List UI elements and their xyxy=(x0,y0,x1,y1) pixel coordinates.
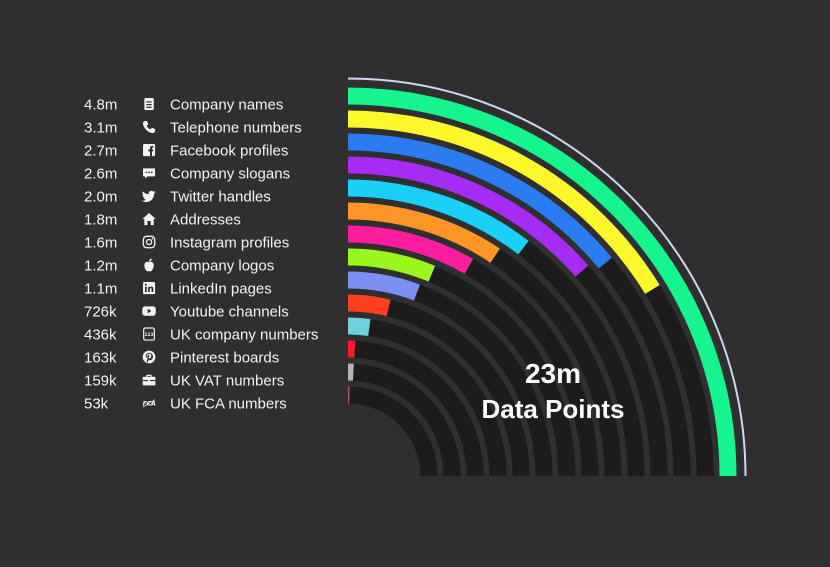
total-caption: Data Points xyxy=(481,394,624,424)
speech-bubble-icon xyxy=(143,168,156,179)
legend-row: 2.0m Twitter handles xyxy=(84,189,271,206)
legend-row: 4.8m Company names xyxy=(84,97,283,114)
value-label: 436k xyxy=(84,327,117,344)
value-label: 726k xyxy=(84,304,117,321)
value-label: 2.6m xyxy=(84,166,117,183)
pinterest-icon xyxy=(142,350,156,364)
legend-row: 53k FCA UK FCA numbers xyxy=(84,396,287,413)
value-label: 53k xyxy=(84,396,109,413)
value-label: 1.8m xyxy=(84,212,117,229)
value-label: 1.1m xyxy=(84,281,117,298)
track-ring xyxy=(347,340,484,477)
category-label: Pinterest boards xyxy=(170,350,279,367)
legend-row: 1.6m Instagram profiles xyxy=(84,235,289,252)
bar xyxy=(347,133,612,269)
bar xyxy=(347,202,500,263)
value-label: 3.1m xyxy=(84,120,117,137)
category-label: Company logos xyxy=(170,258,274,275)
youtube-icon xyxy=(142,306,156,316)
category-label: UK company numbers xyxy=(170,327,318,344)
document-icon xyxy=(144,98,154,111)
legend-row: 3.1m Telephone numbers xyxy=(84,120,302,137)
value-label: 2.0m xyxy=(84,189,117,206)
apple-icon xyxy=(144,258,154,272)
track-ring xyxy=(347,363,461,477)
fca-icon: FCA xyxy=(143,399,156,408)
category-label: Youtube channels xyxy=(170,304,289,321)
value-label: 1.2m xyxy=(84,258,117,275)
category-label: Facebook profiles xyxy=(170,143,288,160)
number-123-icon: 123 xyxy=(143,327,156,341)
linkedin-icon xyxy=(143,282,156,295)
bar xyxy=(347,271,420,301)
phone-icon xyxy=(143,121,156,134)
track-ring xyxy=(347,386,438,477)
value-label: 159k xyxy=(84,373,117,390)
category-label: UK VAT numbers xyxy=(170,373,284,390)
bar xyxy=(347,156,589,277)
category-label: Addresses xyxy=(170,212,241,229)
svg-text:123: 123 xyxy=(145,332,154,338)
category-label: Telephone numbers xyxy=(170,120,302,137)
facebook-icon xyxy=(143,144,156,157)
legend-row: 1.2m Company logos xyxy=(84,258,274,275)
home-icon xyxy=(142,213,156,226)
total-value: 23m xyxy=(525,358,581,389)
value-label: 4.8m xyxy=(84,97,117,114)
twitter-icon xyxy=(141,190,156,203)
category-label: Company slogans xyxy=(170,166,290,183)
legend-row: 436k 123 UK company numbers xyxy=(84,327,318,344)
bar xyxy=(347,294,391,317)
svg-text:FCA: FCA xyxy=(143,401,156,408)
outer-outline-arc xyxy=(347,77,747,477)
track-ring xyxy=(347,317,507,477)
legend-row: 1.8m Addresses xyxy=(84,212,241,229)
value-label: 163k xyxy=(84,350,117,367)
legend-row: 2.6m Company slogans xyxy=(84,166,290,183)
category-label: UK FCA numbers xyxy=(170,396,287,413)
instagram-icon xyxy=(142,235,156,249)
legend-row: 1.1m LinkedIn pages xyxy=(84,281,272,298)
briefcase-icon xyxy=(142,374,156,386)
value-label: 1.6m xyxy=(84,235,117,252)
bar xyxy=(347,110,660,294)
legend-row: 159k UK VAT numbers xyxy=(84,373,284,390)
bar xyxy=(347,225,474,274)
bar xyxy=(347,248,436,282)
category-label: Instagram profiles xyxy=(170,235,289,252)
bar xyxy=(347,179,529,255)
bars xyxy=(347,87,737,477)
legend-row: 726k Youtube channels xyxy=(84,304,289,321)
value-label: 2.7m xyxy=(84,143,117,160)
legend-row: 2.7m Facebook profiles xyxy=(84,143,288,160)
legend-row: 163k Pinterest boards xyxy=(84,350,279,367)
category-label: Twitter handles xyxy=(170,189,271,206)
category-label: Company names xyxy=(170,97,283,114)
bar xyxy=(347,317,371,336)
category-label: LinkedIn pages xyxy=(170,281,272,298)
legend: 4.8m Company names 3.1m Telephone numbers 2.… xyxy=(84,97,318,413)
bar xyxy=(347,87,737,477)
